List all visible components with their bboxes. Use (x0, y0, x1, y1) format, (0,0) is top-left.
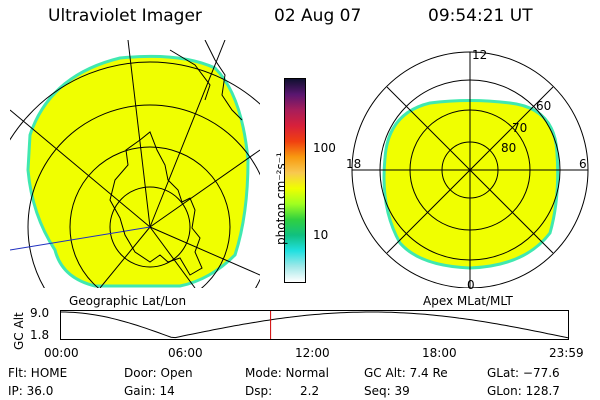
apex-lat-60: 60 (536, 99, 551, 113)
geo-terminator-line (10, 226, 151, 251)
altitude-tick-low: 1.8 (30, 328, 50, 342)
apex-mlt-18: 18 (346, 157, 362, 171)
geo-coastline (109, 131, 203, 276)
apex-map-panel: 80 70 60 (351, 51, 589, 288)
geo-panel-label: Geographic Lat/Lon (69, 294, 187, 308)
geographic-latitude: GLat: −77.6 (487, 366, 560, 380)
flight-status: Flt: HOME (8, 366, 68, 380)
apex-mlt-lines (352, 52, 588, 288)
altitude-plot (60, 310, 570, 340)
geo-coastline-3 (169, 49, 211, 101)
time-tick-2359: 23:59 (549, 346, 584, 360)
geographic-longitude: GLon: 128.7 (487, 384, 560, 398)
geo-aurora-image (26, 54, 250, 288)
apex-mlt-0: 0 (467, 278, 475, 292)
time-tick-0600: 06:00 (168, 346, 203, 360)
geo-coastline-2 (204, 40, 243, 121)
date-label: 02 Aug 07 (274, 6, 362, 26)
colorbar-unit-label: photon cm⁻²s⁻¹ (274, 152, 288, 245)
mode-status: Mode: Normal (245, 366, 329, 380)
dsp-label: Dsp: (245, 384, 273, 398)
apex-mlt-12: 12 (472, 48, 488, 62)
colorbar-tick-10: 10 (313, 228, 329, 242)
dsp-value: 2.2 (300, 384, 320, 398)
altitude-curve (61, 311, 570, 339)
altitude-y-label: GC Alt (12, 312, 26, 350)
geo-latitude-circles (10, 61, 260, 288)
gc-altitude: GC Alt: 7.4 Re (364, 366, 448, 380)
time-tick-0000: 00:00 (44, 346, 79, 360)
time-label: 09:54:21 UT (428, 6, 533, 26)
geo-longitude-lines (10, 40, 260, 288)
apex-aurora-image (382, 99, 560, 270)
apex-panel-label: Apex MLat/MLT (423, 294, 513, 308)
apex-lat-80: 80 (501, 141, 516, 155)
colorbar-tick-100: 100 (313, 141, 336, 155)
ip-value: IP: 36.0 (8, 384, 54, 398)
colorbar (284, 78, 306, 283)
geographic-map-panel (10, 40, 260, 288)
door-status: Door: Open (124, 366, 193, 380)
altitude-tick-high: 9.0 (30, 306, 50, 320)
time-tick-1200: 12:00 (295, 346, 330, 360)
sequence-number: Seq: 39 (364, 384, 410, 398)
time-tick-1800: 18:00 (422, 346, 457, 360)
apex-mlt-6: 6 (579, 157, 587, 171)
altitude-plot-frame (60, 310, 569, 340)
instrument-title: Ultraviolet Imager (48, 6, 202, 26)
apex-lat-70: 70 (512, 121, 527, 135)
gain-value: Gain: 14 (124, 384, 175, 398)
